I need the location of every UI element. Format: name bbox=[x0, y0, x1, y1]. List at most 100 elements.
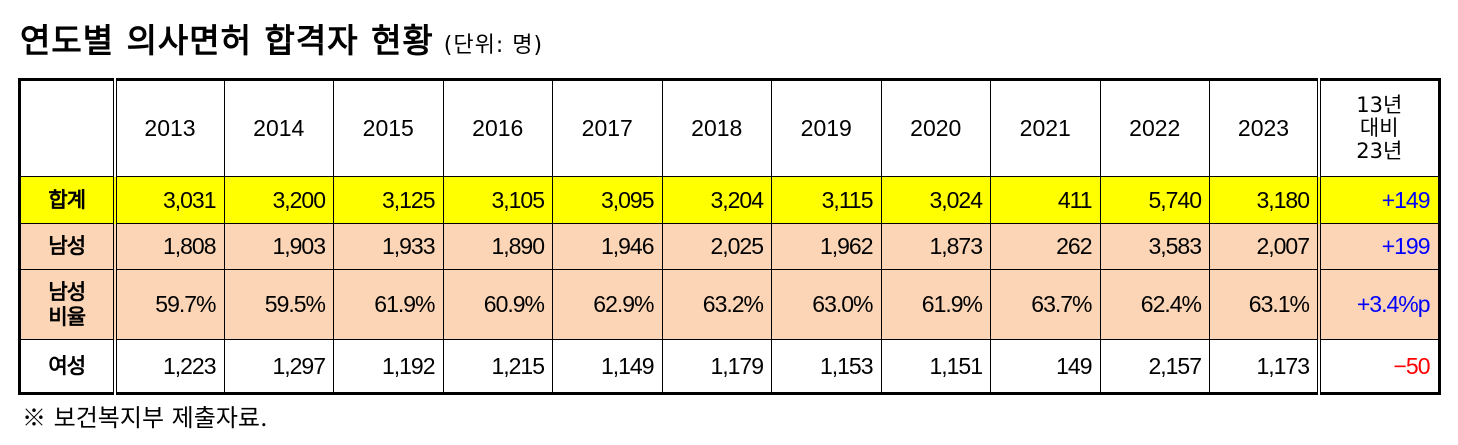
cell: 3,105 bbox=[442, 176, 553, 224]
year-header: 2020 bbox=[880, 79, 991, 177]
cell: 1,153 bbox=[771, 339, 882, 394]
cell-value: 1,173 bbox=[1256, 352, 1310, 379]
data-row: 여성 1,223 1,297 1,192 1,215 1,149 1,179 1,153 1,1… bbox=[19, 339, 1440, 394]
row-label: 여성 bbox=[19, 339, 117, 394]
cell: 1,297 bbox=[223, 339, 334, 394]
cell-value: 3,125 bbox=[381, 186, 436, 213]
cell-value: 1,297 bbox=[272, 352, 326, 379]
cell-value: 3,105 bbox=[491, 186, 545, 213]
cell-value: 3,095 bbox=[600, 186, 655, 213]
cell: 1,192 bbox=[333, 339, 444, 394]
cell: 63.7% bbox=[990, 269, 1101, 340]
cell-value: 3,204 bbox=[710, 186, 764, 213]
cell-value: 62.4% bbox=[1140, 291, 1202, 317]
cell-value: 1,151 bbox=[929, 352, 983, 379]
cell: 411 bbox=[990, 176, 1101, 224]
year: 2021 bbox=[1019, 115, 1071, 141]
row-label: 남성 비율 bbox=[19, 269, 117, 340]
cell: 59.7% bbox=[114, 269, 225, 340]
change-cell: +199 bbox=[1317, 223, 1440, 270]
cell-value: 3,200 bbox=[272, 186, 326, 213]
year: 2018 bbox=[691, 115, 743, 141]
cell: 1,946 bbox=[552, 223, 663, 270]
year-header: 2018 bbox=[661, 79, 772, 177]
year-header: 2013 bbox=[114, 79, 225, 177]
year: 2023 bbox=[1237, 115, 1290, 141]
cell: 262 bbox=[990, 223, 1101, 270]
cell-value: 2,025 bbox=[710, 233, 764, 259]
cell-value: 3,583 bbox=[1148, 233, 1202, 259]
row-label: 남성 bbox=[19, 223, 117, 270]
cell-value: 3,031 bbox=[162, 186, 217, 213]
cell-value: 3,024 bbox=[929, 186, 983, 213]
change-value: +149 bbox=[1381, 186, 1431, 213]
cell: 1,808 bbox=[114, 223, 225, 270]
cell-value: 1,223 bbox=[162, 352, 217, 379]
cell: 5,740 bbox=[1099, 176, 1210, 224]
cell-value: 1,933 bbox=[381, 233, 436, 259]
data-row: 합계 3,031 3,200 3,125 3,105 3,095 3,204 3,115 3,0… bbox=[19, 176, 1440, 224]
change-header-line: 23년 bbox=[1356, 139, 1403, 164]
cell: 2,007 bbox=[1209, 223, 1320, 270]
year: 2019 bbox=[800, 115, 852, 141]
cell-value: 2,157 bbox=[1148, 352, 1202, 379]
cell: 1,173 bbox=[1209, 339, 1320, 394]
year: 2014 bbox=[253, 115, 305, 141]
cell-value: 1,215 bbox=[491, 352, 545, 379]
year-header: 2022 bbox=[1099, 79, 1210, 177]
cell: 63.2% bbox=[661, 269, 772, 340]
change-cell: +3.4%p bbox=[1317, 269, 1440, 340]
cell-value: 1,153 bbox=[819, 352, 874, 379]
change-cell: +149 bbox=[1317, 176, 1440, 224]
cell: 3,115 bbox=[771, 176, 882, 224]
data-row: 남성 비율 59.7% 59.5% 61.9% 60.9% 62.9% 63.2% 63.0% 6… bbox=[19, 269, 1440, 340]
cell-value: 61.9% bbox=[921, 291, 983, 317]
title-block: 연도별 의사면허 합격자 현황 (단위: 명) bbox=[20, 14, 543, 62]
year: 2020 bbox=[910, 115, 962, 141]
cell: 63.1% bbox=[1209, 269, 1320, 340]
cell-value: 149 bbox=[1056, 352, 1092, 379]
cell: 149 bbox=[990, 339, 1101, 394]
cell-value: 1,873 bbox=[929, 233, 983, 259]
cell: 2,025 bbox=[661, 223, 772, 270]
cell: 1,933 bbox=[333, 223, 444, 270]
cell: 2,157 bbox=[1099, 339, 1210, 394]
cell-value: 411 bbox=[1057, 186, 1093, 213]
cell-value: 1,192 bbox=[381, 352, 436, 379]
cell-value: 59.7% bbox=[155, 291, 216, 317]
cell: 3,031 bbox=[114, 176, 225, 224]
change-cell: −50 bbox=[1317, 339, 1440, 394]
cell: 1,873 bbox=[880, 223, 991, 270]
cell-value: 262 bbox=[1056, 233, 1092, 259]
cell-value: 1,808 bbox=[162, 233, 217, 259]
year: 2015 bbox=[362, 115, 414, 141]
change-value: +3.4%p bbox=[1356, 291, 1431, 317]
cell: 3,180 bbox=[1209, 176, 1320, 224]
cell: 1,215 bbox=[442, 339, 553, 394]
cell-value: 1,149 bbox=[600, 352, 655, 379]
row-label-line: 비율 bbox=[48, 304, 86, 329]
cell-value: 1,946 bbox=[600, 233, 655, 259]
year: 2013 bbox=[144, 115, 196, 141]
cell: 3,583 bbox=[1099, 223, 1210, 270]
cell-value: 63.1% bbox=[1248, 291, 1310, 317]
cell: 61.9% bbox=[880, 269, 991, 340]
cell: 3,095 bbox=[552, 176, 663, 224]
cell-value: 59.5% bbox=[264, 291, 326, 317]
cell-value: 60.9% bbox=[483, 291, 545, 317]
cell: 3,125 bbox=[333, 176, 444, 224]
year: 2017 bbox=[581, 115, 633, 141]
cell: 1,903 bbox=[223, 223, 334, 270]
cell: 61.9% bbox=[333, 269, 444, 340]
cell: 1,179 bbox=[661, 339, 772, 394]
cell: 1,962 bbox=[771, 223, 882, 270]
year-header: 2016 bbox=[442, 79, 553, 177]
cell-value: 63.0% bbox=[812, 291, 873, 317]
cell: 1,151 bbox=[880, 339, 991, 394]
change-value: +199 bbox=[1381, 233, 1431, 259]
change-header-line: 대비 bbox=[1359, 115, 1399, 140]
cell-value: 1,962 bbox=[819, 233, 874, 259]
data-row: 남성 1,808 1,903 1,933 1,890 1,946 2,025 1,962 1,8… bbox=[19, 223, 1440, 270]
cell: 1,149 bbox=[552, 339, 663, 394]
